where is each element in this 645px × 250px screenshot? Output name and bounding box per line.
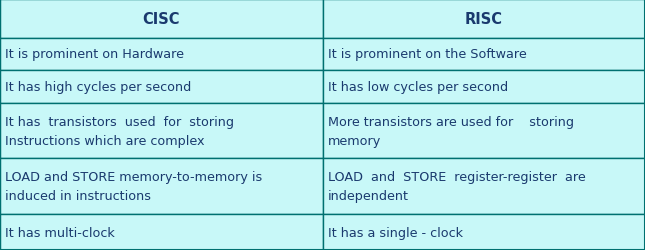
Text: It has a single - clock: It has a single - clock <box>328 226 462 238</box>
Bar <box>0 38 322 71</box>
Bar <box>322 159 645 214</box>
Bar <box>322 214 645 250</box>
Bar <box>0 104 322 159</box>
Bar <box>0 214 322 250</box>
Bar <box>322 0 645 38</box>
Text: It is prominent on the Software: It is prominent on the Software <box>328 48 526 61</box>
Bar <box>0 71 322 104</box>
Text: CISC: CISC <box>143 12 180 27</box>
Text: More transistors are used for    storing
memory: More transistors are used for storing me… <box>328 115 573 147</box>
Bar <box>322 104 645 159</box>
Text: RISC: RISC <box>465 12 502 27</box>
Text: LOAD  and  STORE  register-register  are
independent: LOAD and STORE register-register are ind… <box>328 170 586 202</box>
Text: It has high cycles per second: It has high cycles per second <box>5 81 192 94</box>
Text: It has  transistors  used  for  storing
Instructions which are complex: It has transistors used for storing Inst… <box>5 115 234 147</box>
Text: It has multi-clock: It has multi-clock <box>5 226 115 238</box>
Bar <box>322 71 645 104</box>
Bar <box>322 38 645 71</box>
Text: It is prominent on Hardware: It is prominent on Hardware <box>5 48 184 61</box>
Text: LOAD and STORE memory-to-memory is
induced in instructions: LOAD and STORE memory-to-memory is induc… <box>5 170 263 202</box>
Bar <box>0 159 322 214</box>
Text: It has low cycles per second: It has low cycles per second <box>328 81 508 94</box>
Bar <box>0 0 322 38</box>
